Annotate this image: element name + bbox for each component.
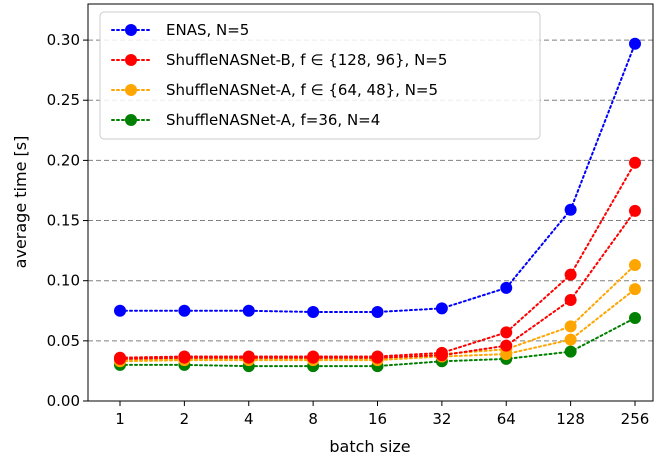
x-tick-label: 256 — [621, 410, 650, 428]
series-line — [119, 288, 636, 363]
legend-label: ShuffleNASNet-A, f ∈ {64, 48}, N=5 — [166, 81, 438, 99]
series-ff0000 — [114, 156, 641, 364]
x-axis-label: batch size — [329, 437, 410, 456]
data-point — [629, 204, 641, 217]
data-point — [629, 259, 641, 272]
legend-label: ShuffleNASNet-A, f=36, N=4 — [166, 111, 380, 129]
y-tick-label: 0.25 — [47, 91, 80, 109]
data-point — [500, 339, 513, 352]
ticks-layer: 0.00 0.05 0.10 0.15 0.20 0.25 0.30 1 2 4 8 16 32 64 12… — [47, 31, 650, 428]
series-layer — [114, 37, 641, 373]
data-point — [564, 203, 577, 216]
x-tick-label: 1 — [115, 410, 125, 428]
data-point — [307, 350, 320, 363]
y-axis-label: average time [s] — [11, 136, 30, 269]
legend-label: ENAS, N=5 — [166, 21, 249, 39]
plot-frame — [87, 3, 654, 402]
data-point — [371, 350, 384, 363]
y-tick-label: 0.00 — [47, 392, 80, 410]
legend-marker — [125, 54, 137, 66]
data-point — [178, 350, 191, 363]
x-tick-label: 8 — [308, 410, 318, 428]
data-point — [629, 37, 641, 50]
y-tick-label: 0.05 — [47, 332, 80, 350]
data-point — [564, 268, 577, 281]
data-point — [435, 346, 448, 359]
x-tick-label: 64 — [497, 410, 516, 428]
data-point — [242, 304, 255, 317]
data-point — [564, 293, 577, 306]
data-point — [629, 156, 641, 169]
data-point — [629, 311, 641, 324]
legend: ENAS, N=5 ShuffleNASNet-B, f ∈ {128, 96},… — [99, 11, 541, 140]
data-point — [242, 350, 255, 363]
data-point — [114, 304, 126, 317]
x-tick-label: 2 — [180, 410, 190, 428]
x-tick-label: 32 — [432, 410, 451, 428]
y-tick-label: 0.20 — [47, 151, 80, 169]
series-line — [119, 161, 636, 359]
data-point — [114, 351, 126, 364]
data-point — [500, 281, 513, 294]
x-tick-label: 16 — [368, 410, 387, 428]
data-point — [564, 320, 577, 333]
legend-marker — [125, 84, 137, 96]
legend-marker — [125, 114, 137, 126]
y-tick-label: 0.10 — [47, 272, 80, 290]
legend-label: ShuffleNASNet-B, f ∈ {128, 96}, N=5 — [166, 51, 447, 69]
data-point — [371, 305, 384, 318]
series-0000ff — [114, 37, 641, 318]
data-point — [564, 333, 577, 346]
data-point — [564, 345, 577, 358]
y-tick-label: 0.15 — [47, 212, 80, 230]
data-point — [307, 305, 320, 318]
data-point — [500, 326, 513, 339]
x-tick-label: 128 — [556, 410, 585, 428]
legend-box — [99, 11, 541, 140]
legend-marker — [125, 24, 137, 36]
y-tick-label: 0.30 — [47, 31, 80, 49]
series-line — [119, 209, 636, 360]
data-point — [435, 302, 448, 315]
data-point — [629, 283, 641, 296]
data-point — [178, 304, 191, 317]
x-tick-label: 4 — [244, 410, 254, 428]
